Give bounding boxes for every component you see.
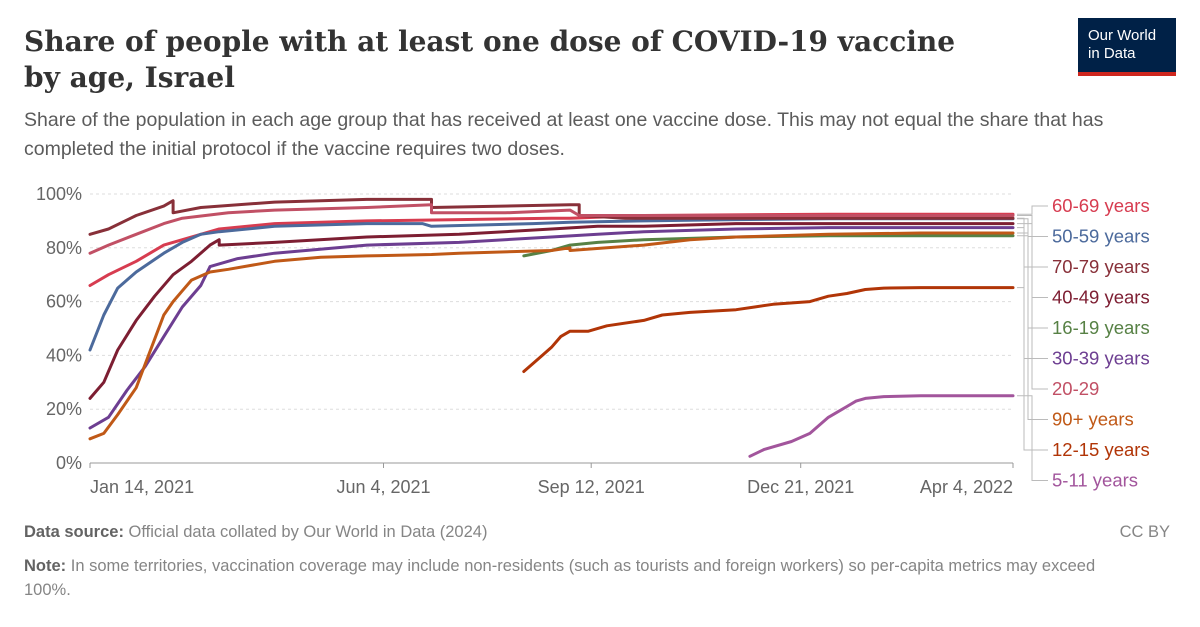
y-tick-label: 0% — [56, 453, 82, 473]
legend-label[interactable]: 20-29 — [1052, 378, 1099, 399]
chart-note: Note: In some territories, vaccination c… — [24, 554, 1124, 602]
legend-label[interactable]: 70-79 years — [1052, 256, 1150, 277]
data-source-text: Official data collated by Our World in D… — [128, 523, 488, 541]
legend-connector — [1017, 287, 1048, 451]
x-tick-label: Jan 14, 2021 — [90, 477, 194, 497]
x-tick-label: Sep 12, 2021 — [538, 477, 645, 497]
chart-title: Share of people with at least one dose o… — [24, 25, 956, 94]
legend-connector — [1017, 215, 1048, 390]
logo-line-1: Our World — [1088, 27, 1157, 44]
legend-label[interactable]: 90+ years — [1052, 409, 1134, 430]
legend-connector — [1017, 205, 1048, 215]
legend-connector — [1017, 395, 1048, 481]
logo-line-2: in Data — [1088, 45, 1136, 62]
legend-label[interactable]: 30-39 years — [1052, 348, 1150, 369]
legend-connector — [1017, 232, 1048, 420]
owid-logo[interactable]: Our World in Data — [1078, 18, 1176, 76]
y-tick-label: 40% — [46, 345, 82, 365]
series-line[interactable] — [88, 197, 1015, 236]
series-line[interactable] — [522, 286, 1015, 373]
legend-label[interactable]: 60-69 years — [1052, 195, 1150, 216]
series-line[interactable] — [88, 217, 1015, 352]
license-link[interactable]: CC BY — [1119, 523, 1170, 541]
y-tick-label: 100% — [36, 184, 82, 204]
data-source: Data source: Official data collated by O… — [24, 521, 1024, 543]
legend-label[interactable]: 12-15 years — [1052, 439, 1150, 460]
series-line[interactable] — [88, 231, 1015, 441]
x-tick-label: Jun 4, 2021 — [336, 477, 430, 497]
x-tick-label: Dec 21, 2021 — [747, 477, 854, 497]
note-text: In some territories, vaccination coverag… — [24, 557, 1096, 599]
legend-label[interactable]: 40-49 years — [1052, 287, 1150, 308]
series-line[interactable] — [88, 222, 1015, 400]
data-source-label: Data source: — [24, 523, 124, 541]
x-tick-label: Apr 4, 2022 — [920, 477, 1013, 497]
y-tick-label: 20% — [46, 399, 82, 419]
series-line[interactable] — [522, 234, 1015, 258]
series-line[interactable] — [88, 203, 1015, 255]
y-tick-label: 60% — [46, 292, 82, 312]
legend-label[interactable]: 16-19 years — [1052, 317, 1150, 338]
legend-label[interactable]: 50-59 years — [1052, 226, 1150, 247]
series-line[interactable] — [748, 394, 1015, 458]
chart-subtitle: Share of the population in each age grou… — [24, 109, 1104, 160]
legend-label[interactable]: 5-11 years — [1052, 470, 1138, 491]
note-label: Note: — [24, 557, 67, 575]
y-tick-label: 80% — [46, 238, 82, 258]
